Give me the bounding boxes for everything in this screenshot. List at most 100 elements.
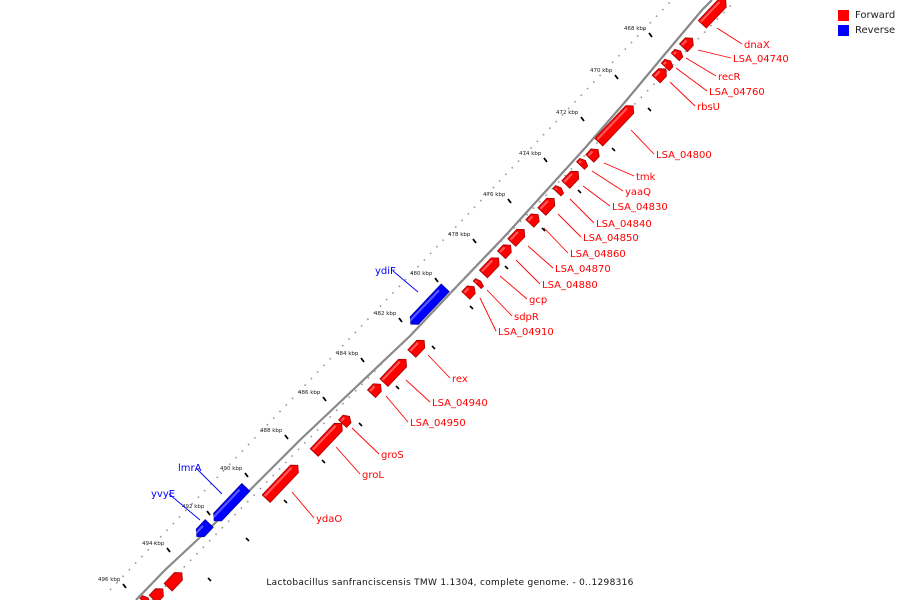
- gene-arrow: [261, 464, 299, 504]
- tick-label: 484 kbp: [336, 351, 359, 357]
- tick-470-kbp: 470 kbp: [590, 68, 619, 80]
- gene-highlight: [700, 1, 721, 23]
- tick-mark: [434, 277, 439, 283]
- tick-mark: [322, 396, 327, 402]
- gene-LSA_04870: [507, 228, 526, 247]
- gene-arrow: [660, 58, 674, 72]
- legend-label-reverse: Reverse: [855, 25, 896, 36]
- label-connector: [335, 446, 361, 475]
- gene-label: LSA_04760: [709, 87, 765, 98]
- inner-tick: [207, 577, 212, 582]
- gene-highlight: [527, 215, 534, 222]
- label-connector: [392, 270, 419, 293]
- inner-tick: [283, 499, 288, 504]
- label-connector: [591, 170, 624, 192]
- gene-LSA_04940: [379, 358, 407, 387]
- gene-label: LSA_04830: [612, 202, 668, 213]
- gene-label: LSA_04740: [733, 54, 789, 65]
- gene-label: dnaX: [744, 40, 770, 51]
- gene-highlight: [340, 416, 346, 422]
- gene-lmrA: [211, 482, 251, 522]
- inner-tick: [504, 265, 509, 270]
- gene-highlight: [653, 70, 661, 78]
- tick-mark: [166, 547, 171, 553]
- gene-highlight: [673, 51, 677, 55]
- gene-highlight: [578, 160, 582, 164]
- label-connector: [515, 259, 541, 285]
- label-connector: [168, 493, 201, 521]
- gene-rbsU: [651, 68, 667, 84]
- tick-484-kbp: 484 kbp: [336, 351, 365, 363]
- inner-tick: [577, 189, 582, 194]
- tick-mark: [398, 317, 403, 323]
- tick-label: 470 kbp: [590, 68, 613, 74]
- gene-arrow: [525, 213, 540, 228]
- gene-arrow: [472, 278, 484, 290]
- tick-label: 472 kbp: [556, 110, 579, 116]
- tick-482-kbp: 482 kbp: [374, 311, 403, 323]
- legend-label-forward: Forward: [855, 10, 896, 21]
- gene-partial-2: [139, 595, 152, 600]
- gene-arrow: [507, 228, 526, 247]
- legend-item-forward: Forward: [838, 8, 895, 23]
- tick-label: 490 kbp: [220, 466, 243, 472]
- gene-LSA_04740: [678, 37, 694, 53]
- gene-highlight: [563, 173, 573, 183]
- tick-label: 474 kbp: [519, 151, 542, 157]
- gene-LSA_04760: [660, 58, 674, 72]
- gene-arrow: [461, 285, 476, 300]
- gene-rex: [407, 339, 426, 358]
- tick-494-kbp: 494 kbp: [142, 541, 171, 553]
- gene-label: ydaO: [316, 514, 342, 525]
- gene-label: LSA_04860: [570, 249, 626, 260]
- gene-arrow: [309, 422, 343, 457]
- label-connector: [557, 213, 582, 238]
- legend-item-reverse: Reverse: [838, 23, 895, 38]
- label-connector: [582, 185, 611, 207]
- tick-label: 486 kbp: [298, 390, 321, 396]
- gene-arrow: [195, 519, 214, 538]
- gene-highlight: [509, 231, 519, 241]
- inner-tick: [611, 147, 616, 152]
- inner-tick: [469, 305, 474, 310]
- outer-guide-dots: [109, 0, 673, 591]
- inner-tick: [431, 345, 436, 350]
- inner-tick: [358, 422, 363, 427]
- label-connector: [195, 467, 223, 495]
- tick-478-kbp: 478 kbp: [448, 232, 477, 244]
- gene-highlight: [499, 246, 506, 253]
- gene-label: gcp: [529, 295, 547, 306]
- label-connector: [669, 81, 696, 107]
- gene-label: LSA_04950: [410, 418, 466, 429]
- gene-highlight: [681, 39, 688, 46]
- gene-label: LSA_04910: [498, 327, 554, 338]
- gene-highlight: [408, 289, 440, 323]
- tick-label: 488 kbp: [260, 428, 283, 434]
- gene-partial-1: [148, 588, 164, 600]
- gene-groL: [309, 422, 343, 457]
- gene-LSA_04880: [496, 244, 512, 260]
- gene-highlight: [539, 200, 549, 210]
- label-connector: [527, 245, 554, 269]
- gene-highlight: [194, 525, 204, 535]
- gene-arrow: [379, 358, 407, 387]
- gene-LSA_04910: [461, 285, 476, 300]
- tick-490-kbp: 490 kbp: [220, 466, 249, 478]
- gene-yvyE: [194, 519, 214, 538]
- tick-mark: [122, 583, 127, 589]
- reverse-swatch: [838, 25, 849, 36]
- label-connector: [351, 427, 380, 455]
- gene-highlight: [263, 466, 293, 497]
- gene-label: LSA_04840: [596, 219, 652, 230]
- tick-474-kbp: 474 kbp: [519, 151, 548, 163]
- gene-ydiF: [408, 283, 450, 325]
- gene-highlight: [463, 287, 470, 294]
- tick-label: 492 kbp: [182, 504, 205, 510]
- genome-backbone: [135, 0, 713, 600]
- gene-highlight: [587, 150, 594, 157]
- gene-label: tmk: [636, 172, 656, 183]
- gene-arrow: [409, 283, 450, 325]
- label-connector: [569, 198, 595, 224]
- gene-arrow: [163, 572, 183, 592]
- gene-highlight: [369, 385, 376, 392]
